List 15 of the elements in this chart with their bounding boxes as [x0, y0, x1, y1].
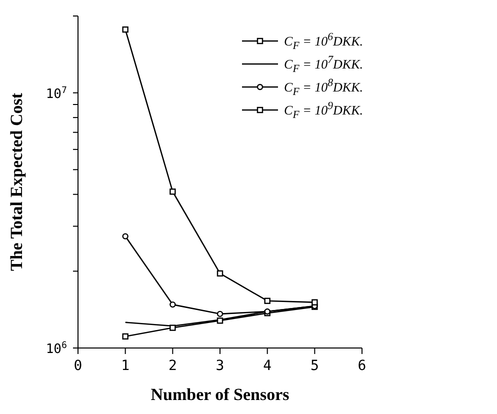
- legend-label: C$_{F}$ = 10$^{6}$DKK.: [284, 30, 363, 53]
- x-tick-label: 1: [121, 358, 130, 374]
- legend-label: C$_{F}$ = 10$^{8}$DKK.: [284, 76, 363, 99]
- y-tick-label: 10$^{7}$: [46, 86, 67, 102]
- legend-label: C$_{F}$ = 10$^{7}$DKK.: [284, 52, 363, 76]
- legend-label: C$_{F}$ = 10$^{9}$DKK.: [284, 98, 363, 122]
- y-tick-label: 10$^{6}$: [46, 341, 67, 357]
- x-tick-label: 2: [168, 358, 177, 374]
- x-tick-label: 5: [310, 358, 319, 374]
- x-axis-title: Number of Sensors: [150, 385, 290, 404]
- y-axis-title: The Total Expected Cost: [7, 92, 26, 272]
- x-tick-label: 0: [74, 358, 82, 374]
- x-tick-label: 6: [358, 358, 366, 374]
- x-tick-label: 4: [263, 358, 272, 374]
- x-tick-label: 3: [216, 358, 224, 374]
